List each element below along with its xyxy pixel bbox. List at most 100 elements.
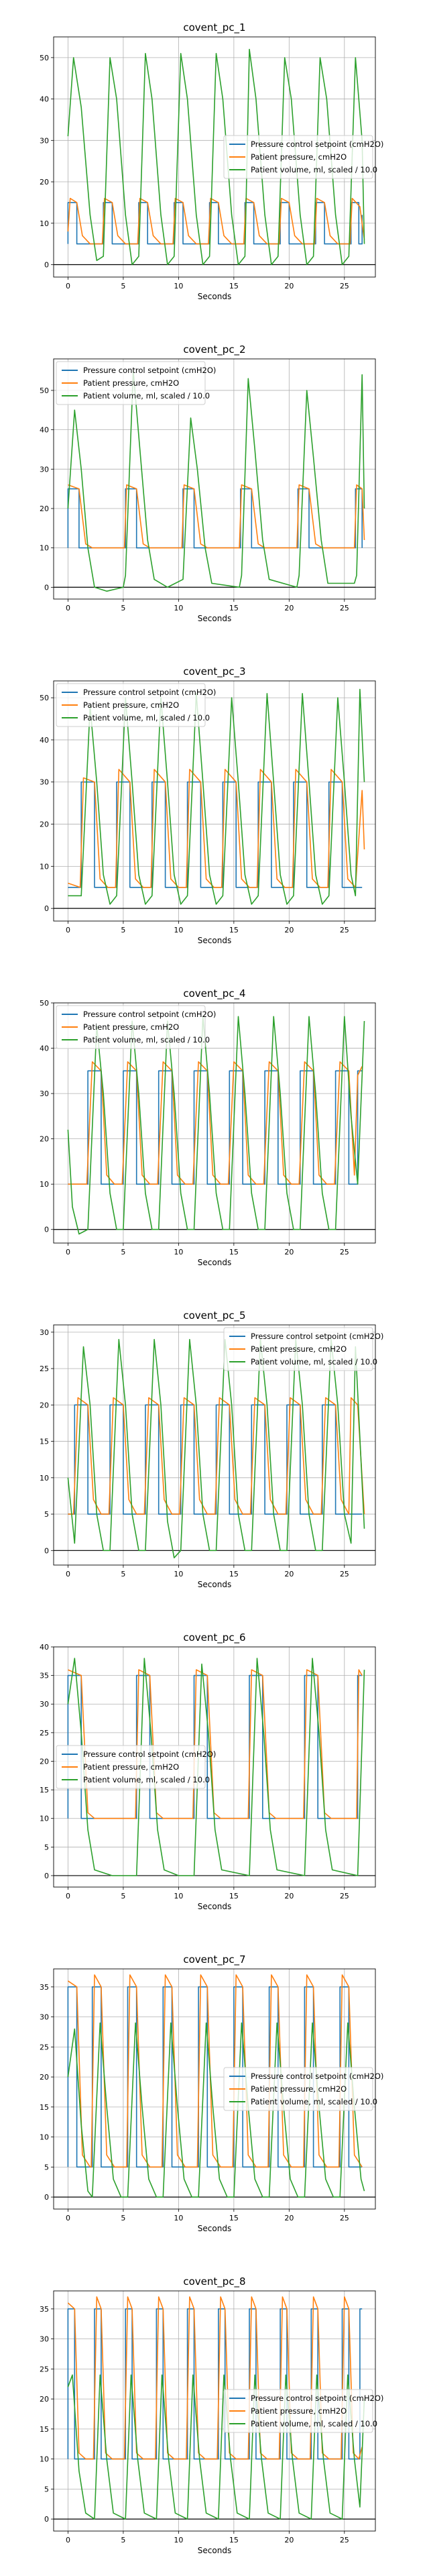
axes-frame: [53, 680, 376, 922]
x-axis-label: Seconds: [198, 936, 231, 945]
y-tick-label: 0: [44, 1546, 49, 1555]
y-tick-label: 10: [40, 219, 49, 228]
axes-frame: [53, 358, 376, 600]
legend-box: [56, 361, 206, 405]
series-line-pressure: [68, 769, 365, 888]
legend-box: [56, 1745, 206, 1789]
x-tick-label: 0: [66, 1570, 70, 1578]
y-tick-label: 10: [40, 862, 49, 871]
chart-panel-4: 0 5 10 15 20 25 0 10 20 30 40 50 covent_pc_4 Seconds P…: [40, 987, 376, 1267]
y-tick-label: 30: [40, 465, 49, 474]
y-tick-label: 0: [44, 904, 49, 913]
y-tick-label: 5: [44, 1843, 49, 1851]
x-tick-label: 0: [66, 2536, 70, 2544]
legend-label-setpoint: Pressure control setpoint (cmH2O): [251, 2072, 383, 2081]
x-tick-label: 15: [229, 1892, 239, 1900]
legend-label-setpoint: Pressure control setpoint (cmH2O): [83, 1750, 216, 1759]
x-tick-label: 5: [121, 604, 125, 612]
series-line-pressure: [68, 484, 365, 549]
legend-box: [223, 1327, 373, 1371]
y-tick-label: 20: [40, 1757, 49, 1766]
y-tick-label: 25: [40, 2365, 49, 2373]
legend-label-pressure: Patient pressure, cmH2O: [251, 2084, 347, 2094]
axes-frame: [53, 2290, 376, 2532]
x-tick-label: 15: [229, 1570, 239, 1578]
y-tick-label: 35: [40, 1983, 49, 1992]
y-tick-label: 35: [40, 1672, 49, 1680]
x-tick-label: 25: [340, 1570, 349, 1578]
x-tick-label: 20: [284, 2214, 294, 2222]
y-tick-label: 30: [40, 2335, 49, 2344]
legend-label-setpoint: Pressure control setpoint (cmH2O): [83, 688, 216, 697]
legend-label-volume: Patient volume, ml, scaled / 10.0: [251, 2097, 377, 2106]
series-line-pressure: [67, 197, 365, 245]
x-tick-label: 20: [284, 1570, 294, 1578]
chart-title: covent_pc_3: [183, 665, 245, 678]
x-tick-label: 25: [340, 1892, 349, 1900]
x-tick-label: 10: [174, 2214, 183, 2222]
axes-frame: [53, 1646, 376, 1888]
y-tick-label: 25: [40, 2043, 49, 2051]
legend-label-pressure: Patient pressure, cmH2O: [83, 378, 179, 388]
y-tick-label: 20: [40, 820, 49, 829]
y-tick-label: 40: [40, 95, 49, 104]
axes-frame: [53, 1324, 376, 1566]
y-tick-label: 5: [44, 1510, 49, 1519]
chart-title: covent_pc_8: [183, 2275, 245, 2288]
chart-panel-2: 0 5 10 15 20 25 0 10 20 30 40 50 covent_pc_2 Seconds P…: [40, 343, 376, 623]
x-tick-label: 20: [284, 1892, 294, 1900]
x-axis-label: Seconds: [198, 1902, 231, 1911]
series-line-setpoint: [68, 1404, 363, 1515]
chart-panel-7: 0 5 10 15 20 25 0 5 10 15 20 25 30 35 covent_pc_7 Secon…: [40, 1953, 383, 2233]
series-line-volume: [67, 48, 365, 266]
x-tick-label: 0: [66, 1892, 70, 1900]
x-tick-label: 20: [284, 1248, 294, 1256]
x-tick-label: 10: [174, 282, 183, 290]
x-tick-label: 10: [174, 926, 183, 934]
x-tick-label: 10: [174, 1570, 183, 1578]
legend: Pressure control setpoint (cmH2O) Patient…: [223, 135, 383, 179]
x-tick-label: 25: [340, 604, 349, 612]
chart-title: covent_pc_4: [183, 987, 245, 1000]
y-tick-label: 30: [40, 1089, 49, 1098]
chart-panel-5: 0 5 10 15 20 25 0 5 10 15 20 25 30 covent_pc_5 Seconds…: [40, 1309, 383, 1589]
series-line-volume: [67, 1658, 365, 1876]
legend: Pressure control setpoint (cmH2O) Patient…: [56, 361, 216, 405]
legend-label-pressure: Patient pressure, cmH2O: [251, 2406, 347, 2416]
legend-box: [223, 135, 373, 179]
legend-label-volume: Patient volume, ml, scaled / 10.0: [83, 391, 210, 400]
y-tick-label: 30: [40, 1700, 49, 1709]
x-tick-label: 0: [66, 1248, 70, 1256]
chart-title: covent_pc_6: [183, 1631, 245, 1644]
y-tick-label: 20: [40, 1135, 49, 1144]
y-tick-label: 50: [40, 999, 49, 1008]
legend-label-pressure: Patient pressure, cmH2O: [251, 152, 347, 162]
x-tick-label: 25: [340, 1248, 349, 1256]
y-tick-label: 10: [40, 1474, 49, 1483]
x-tick-label: 10: [174, 604, 183, 612]
x-tick-label: 15: [229, 1248, 239, 1256]
y-tick-label: 40: [40, 736, 49, 745]
x-tick-label: 25: [340, 2536, 349, 2544]
y-tick-label: 40: [40, 1643, 49, 1652]
x-tick-label: 25: [340, 2214, 349, 2222]
x-tick-label: 5: [121, 2214, 125, 2222]
axes-frame: [53, 1968, 376, 2210]
y-tick-label: 0: [44, 1226, 49, 1234]
legend-label-volume: Patient volume, ml, scaled / 10.0: [251, 165, 377, 174]
legend-label-pressure: Patient pressure, cmH2O: [83, 700, 179, 710]
x-tick-label: 5: [121, 1892, 125, 1900]
x-tick-label: 0: [66, 2214, 70, 2222]
series-line-pressure: [67, 2296, 363, 2460]
legend-label-pressure: Patient pressure, cmH2O: [83, 1022, 179, 1032]
chart-title: covent_pc_2: [183, 343, 245, 356]
y-tick-label: 15: [40, 2425, 49, 2434]
series-line-setpoint: [67, 202, 363, 245]
y-tick-label: 50: [40, 386, 49, 395]
y-tick-label: 10: [40, 1180, 49, 1189]
x-tick-label: 0: [66, 604, 70, 612]
legend-label-volume: Patient volume, ml, scaled / 10.0: [83, 713, 210, 722]
legend-label-volume: Patient volume, ml, scaled / 10.0: [83, 1035, 210, 1044]
series-line-volume: [67, 1338, 365, 1558]
